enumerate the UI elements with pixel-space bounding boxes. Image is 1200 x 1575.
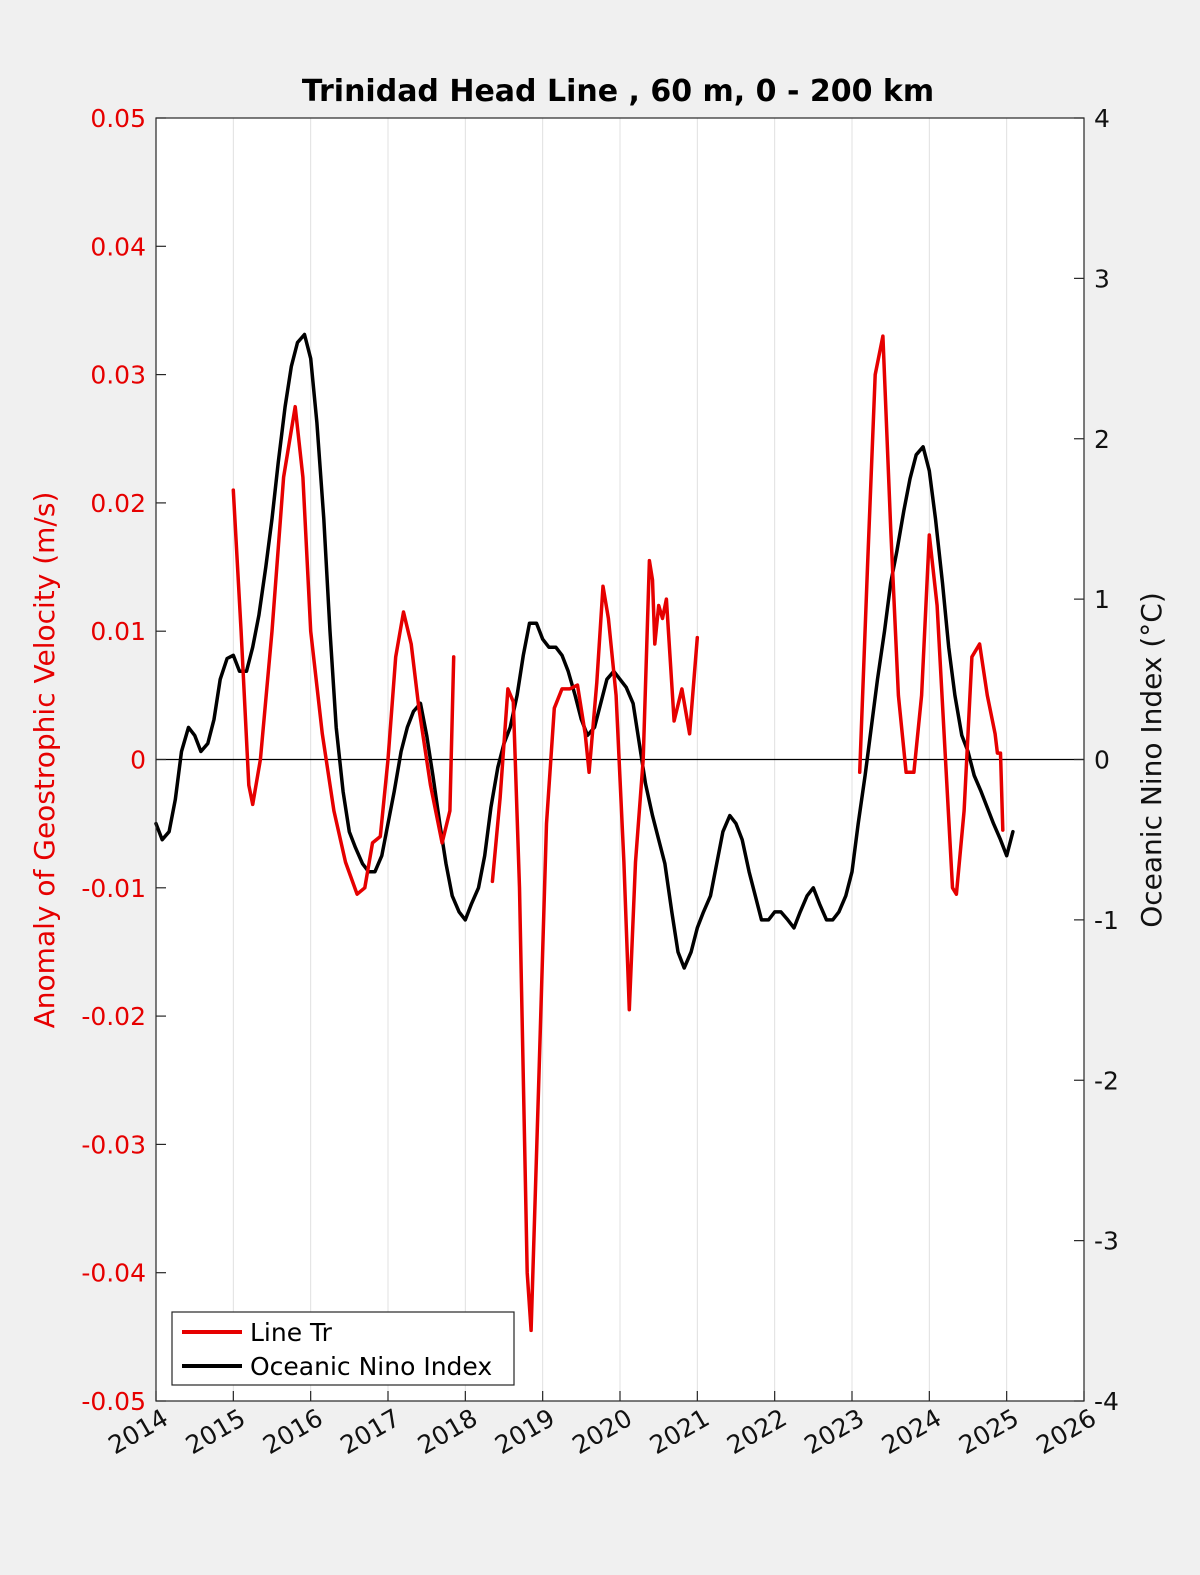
- series-line-tr-segment-2: [857, 334, 1005, 896]
- x-tick-label-2015: 2015: [181, 1403, 251, 1460]
- y-right-tick-label-3: 3: [1094, 264, 1110, 293]
- y-right-tick-label-0: 0: [1094, 746, 1110, 775]
- y-left-tick-label--0.03: -0.03: [81, 1130, 146, 1159]
- legend-line-tr-label: Line Tr: [250, 1318, 333, 1347]
- x-tick-label-2025: 2025: [954, 1403, 1024, 1460]
- series-line-tr-segment-0: [231, 404, 456, 896]
- x-tick-label-2017: 2017: [335, 1403, 405, 1460]
- ticks: [155, 117, 1085, 1402]
- legend: Line Tr Oceanic Nino Index: [171, 1311, 515, 1386]
- y-axis-right-label: Oceanic Nino Index (°C): [1135, 592, 1168, 928]
- y-right-tick-label-1: 1: [1094, 585, 1110, 614]
- x-tick-label-2024: 2024: [877, 1403, 947, 1460]
- y-left-tick-label-0: 0: [130, 746, 146, 775]
- y-left-tick-label--0.01: -0.01: [81, 874, 146, 903]
- y-right-tick-label-2: 2: [1094, 425, 1110, 454]
- y-left-tick-label-0.04: 0.04: [90, 232, 146, 261]
- series-layer: [154, 332, 1015, 1333]
- y-left-tick-label-0.01: 0.01: [90, 617, 146, 646]
- y-right-tick-label--4: -4: [1094, 1387, 1119, 1416]
- x-tick-label-2016: 2016: [258, 1403, 328, 1460]
- x-tick-label-2026: 2026: [1031, 1403, 1101, 1460]
- y-left-tick-label-0.03: 0.03: [90, 361, 146, 390]
- y-right-tick-label--1: -1: [1094, 906, 1119, 935]
- x-tick-label-2023: 2023: [799, 1403, 869, 1460]
- x-tick-label-2020: 2020: [567, 1403, 637, 1460]
- legend-oni-label: Oceanic Nino Index: [250, 1352, 492, 1381]
- x-tick-label-2021: 2021: [645, 1403, 715, 1460]
- y-axis-left-label: Anomaly of Geostrophic Velocity (m/s): [28, 492, 61, 1029]
- chart-title: Trinidad Head Line , 60 m, 0 - 200 km: [302, 74, 934, 109]
- series-line-tr-segment-1: [490, 558, 700, 1333]
- y-left-tick-label--0.05: -0.05: [81, 1387, 146, 1416]
- x-tick-label-2019: 2019: [490, 1403, 560, 1460]
- y-left-tick-label-0.02: 0.02: [90, 489, 146, 518]
- y-left-tick-label--0.02: -0.02: [81, 1002, 146, 1031]
- legend-box: [171, 1311, 515, 1386]
- y-left-tick-label--0.04: -0.04: [81, 1259, 146, 1288]
- x-tick-label-2018: 2018: [413, 1403, 483, 1460]
- y-left-tick-label-0.05: 0.05: [90, 104, 146, 133]
- y-right-tick-label--3: -3: [1094, 1227, 1119, 1256]
- y-right-tick-label-4: 4: [1094, 104, 1110, 133]
- x-tick-label-2022: 2022: [722, 1403, 792, 1460]
- y-right-tick-label--2: -2: [1094, 1066, 1119, 1095]
